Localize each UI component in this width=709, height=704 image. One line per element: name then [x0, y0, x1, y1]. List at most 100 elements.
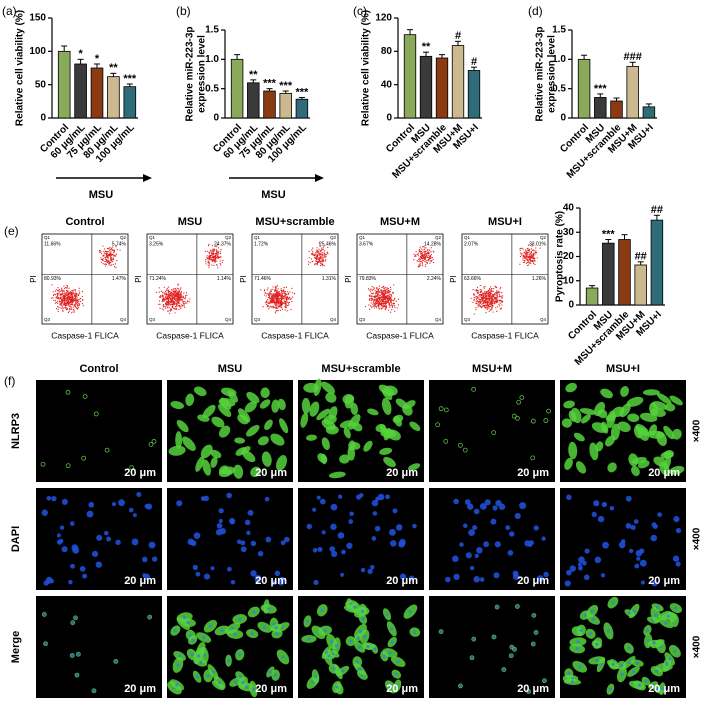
event: [275, 310, 277, 312]
nucleus: [584, 548, 590, 554]
event: [486, 301, 489, 303]
event: [372, 298, 374, 300]
nucleus: [281, 655, 285, 659]
event: [285, 301, 287, 303]
event: [65, 289, 68, 291]
event: [284, 291, 287, 293]
cell: [93, 411, 99, 417]
event: [108, 254, 110, 256]
axis-label: Caspase-1 FLICA: [156, 330, 224, 340]
nucleus: [132, 513, 137, 518]
event: [166, 303, 168, 305]
event: [484, 298, 486, 300]
event: [478, 290, 480, 292]
cell: [653, 456, 667, 467]
event: [423, 251, 425, 253]
event: [429, 260, 431, 262]
event: [417, 255, 420, 257]
event: [486, 299, 489, 301]
event: [364, 305, 367, 308]
event: [477, 306, 479, 308]
event: [426, 262, 428, 265]
event: [111, 249, 113, 251]
event: [213, 248, 215, 250]
event: [276, 304, 278, 306]
event: [70, 304, 72, 306]
event: [175, 293, 177, 295]
plot-title: MSU+I: [488, 216, 522, 228]
event: [384, 297, 386, 299]
event: [115, 253, 118, 255]
event: [210, 251, 212, 253]
significance: **: [249, 69, 258, 81]
event: [483, 288, 485, 290]
event: [394, 306, 396, 308]
event: [280, 289, 282, 291]
panel-label: (d): [528, 4, 543, 18]
event: [382, 304, 384, 307]
event: [280, 292, 282, 294]
event: [532, 258, 535, 260]
event: [72, 306, 75, 308]
nucleus: [631, 670, 636, 674]
cell: [75, 651, 81, 657]
event: [77, 299, 79, 301]
event: [273, 305, 275, 307]
event: [168, 304, 170, 306]
event: [528, 255, 531, 257]
event: [492, 294, 494, 296]
nucleus: [611, 662, 615, 666]
event: [278, 300, 280, 302]
nucleus: [638, 683, 642, 688]
nucleus: [145, 503, 153, 510]
event: [497, 292, 500, 294]
event: [277, 307, 279, 309]
event: [281, 307, 283, 309]
event: [62, 297, 64, 299]
event: [383, 297, 385, 299]
event: [175, 300, 177, 302]
nucleus: [192, 564, 198, 571]
event: [60, 307, 62, 309]
event: [477, 302, 479, 304]
event: [61, 305, 63, 307]
event: [172, 298, 174, 300]
event: [323, 252, 326, 254]
event: [162, 294, 164, 296]
event: [383, 302, 385, 305]
event: [277, 301, 279, 303]
quadrant-value: 3.25%: [149, 241, 164, 247]
event: [291, 296, 294, 298]
event: [475, 302, 477, 305]
nucleus: [620, 539, 626, 544]
quadrant-name: Q3: [254, 317, 261, 322]
event: [214, 260, 216, 263]
event: [519, 249, 521, 252]
axis-label: Caspase-1 FLICA: [51, 330, 119, 340]
event: [491, 299, 493, 301]
event: [420, 248, 422, 250]
event: [266, 306, 268, 308]
nucleus: [484, 499, 491, 506]
plot-title: MSU+scramble: [255, 216, 334, 228]
event: [205, 259, 207, 261]
nucleus: [41, 509, 48, 516]
event: [320, 265, 322, 267]
event: [279, 309, 281, 311]
nucleus: [514, 512, 521, 520]
event: [184, 306, 186, 308]
event: [315, 260, 317, 262]
event: [519, 263, 521, 265]
quadrant-value: 79.83%: [359, 276, 377, 282]
event: [500, 308, 502, 310]
event: [378, 305, 380, 308]
event: [180, 299, 182, 301]
event: [217, 251, 220, 254]
nucleus: [274, 570, 281, 577]
event: [272, 302, 274, 304]
event: [185, 302, 187, 304]
event: [185, 292, 188, 294]
event: [377, 305, 379, 307]
event: [278, 297, 280, 299]
cell: [610, 423, 620, 441]
